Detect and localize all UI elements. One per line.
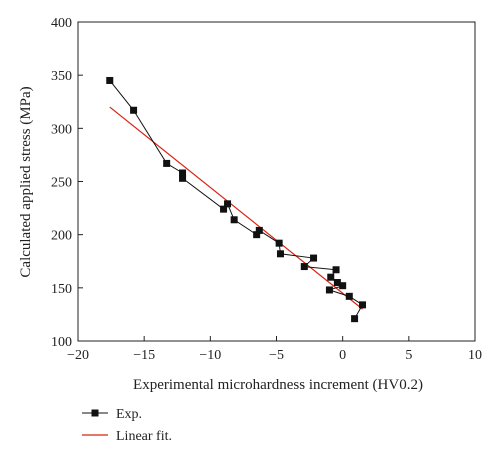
axis-ticks: [77, 21, 476, 342]
legend: Exp. Linear fit.: [82, 407, 172, 444]
legend-exp-marker: [91, 409, 99, 417]
exp-data-point: [351, 315, 359, 323]
x-axis-title: Experimental microhardness increment (HV…: [133, 377, 423, 393]
exp-data-point: [300, 263, 308, 271]
exp-data-point: [130, 106, 138, 114]
legend-fit-label: Linear fit.: [116, 429, 172, 444]
series-layer: [106, 76, 367, 323]
y-tick-label: 300: [51, 122, 72, 137]
y-tick-label: 200: [51, 229, 72, 244]
exp-data-point: [275, 239, 283, 247]
exp-data-point: [327, 273, 335, 281]
plot-frame: [77, 21, 476, 342]
x-tick-label: −15: [133, 348, 155, 363]
y-tick-label: 250: [51, 176, 72, 191]
exp-data-point: [224, 200, 232, 208]
x-tick-label: −10: [199, 348, 221, 363]
exp-data-point: [163, 159, 171, 167]
x-tick-label: −20: [67, 348, 89, 363]
exp-data-point: [179, 169, 187, 177]
y-tick-label: 100: [51, 335, 72, 350]
x-tick-label: 10: [468, 348, 482, 363]
legend-exp-label: Exp.: [116, 407, 142, 422]
x-tick-label: 5: [405, 348, 412, 363]
exp-data-point: [179, 174, 187, 182]
plot-frame-group: [77, 21, 476, 342]
exp-data-point: [332, 266, 340, 274]
exp-data-point: [359, 301, 367, 309]
exp-data-point: [230, 216, 238, 224]
y-axis-title: Calculated applied stress (MPa): [18, 86, 34, 277]
exp-data-point: [106, 76, 114, 84]
exp-data-point: [310, 254, 318, 262]
exp-data-point: [253, 231, 261, 239]
x-tick-label: −5: [269, 348, 284, 363]
axis-tick-labels: −20 −15 −10 −5 0 5 10 100 150 200 250 300 350 400: [51, 16, 482, 363]
y-tick-label: 350: [51, 69, 72, 84]
exp-data-point: [339, 282, 347, 290]
x-tick-label: 0: [339, 348, 346, 363]
y-tick-label: 150: [51, 282, 72, 297]
exp-data-point: [220, 205, 228, 213]
exp-data-point: [276, 250, 284, 258]
exp-data-point: [255, 226, 263, 234]
exp-data-point: [325, 286, 333, 294]
exp-data-point: [345, 292, 353, 300]
y-tick-label: 400: [51, 16, 72, 31]
exp-data-point: [333, 279, 341, 287]
exp-series-line: [109, 80, 364, 319]
linear-fit-line: [109, 106, 363, 310]
